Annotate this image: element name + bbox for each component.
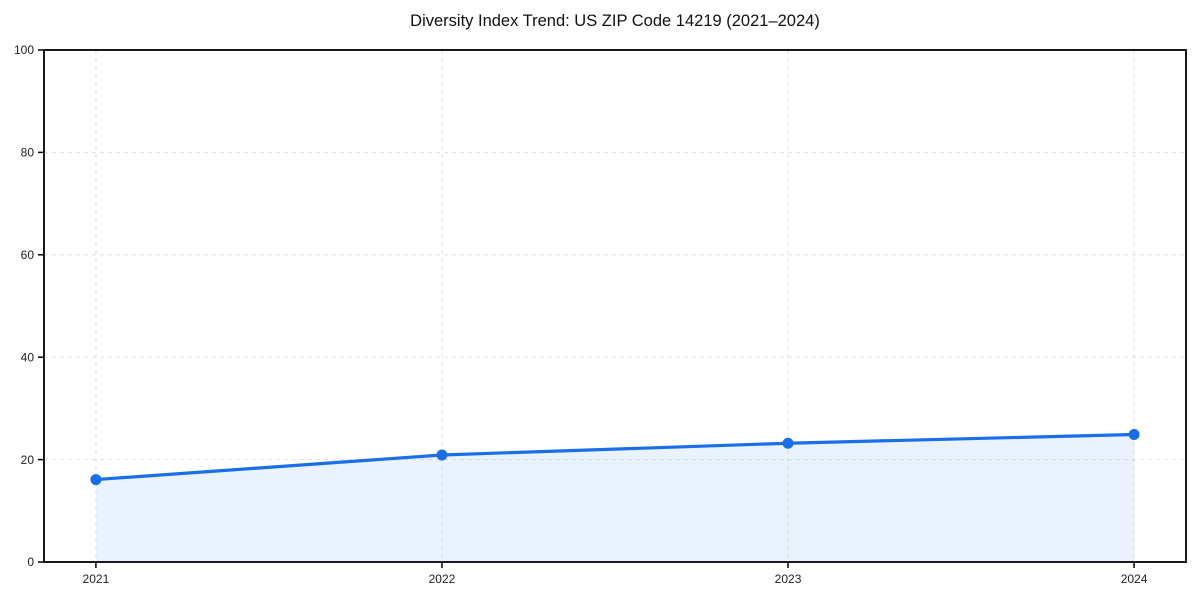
data-point bbox=[782, 437, 794, 449]
x-tick-label: 2023 bbox=[775, 572, 802, 586]
series-area-fill bbox=[95, 434, 1135, 562]
data-point bbox=[1128, 429, 1140, 441]
x-tick-label: 2024 bbox=[1121, 572, 1148, 586]
plot-frame bbox=[43, 49, 1187, 563]
series-line bbox=[94, 432, 1136, 482]
chart-title: Diversity Index Trend: US ZIP Code 14219… bbox=[410, 12, 820, 30]
x-tick-label: 2021 bbox=[83, 572, 110, 586]
y-tick-label: 20 bbox=[21, 453, 35, 467]
data-point bbox=[90, 474, 102, 486]
y-tick-label: 100 bbox=[14, 43, 34, 57]
data-point bbox=[436, 449, 448, 461]
y-tick-label: 60 bbox=[21, 248, 35, 262]
y-tick-label: 0 bbox=[27, 555, 34, 569]
y-tick-label: 80 bbox=[21, 146, 35, 160]
x-tick-label: 2022 bbox=[429, 572, 456, 586]
y-tick-label: 40 bbox=[21, 350, 35, 364]
